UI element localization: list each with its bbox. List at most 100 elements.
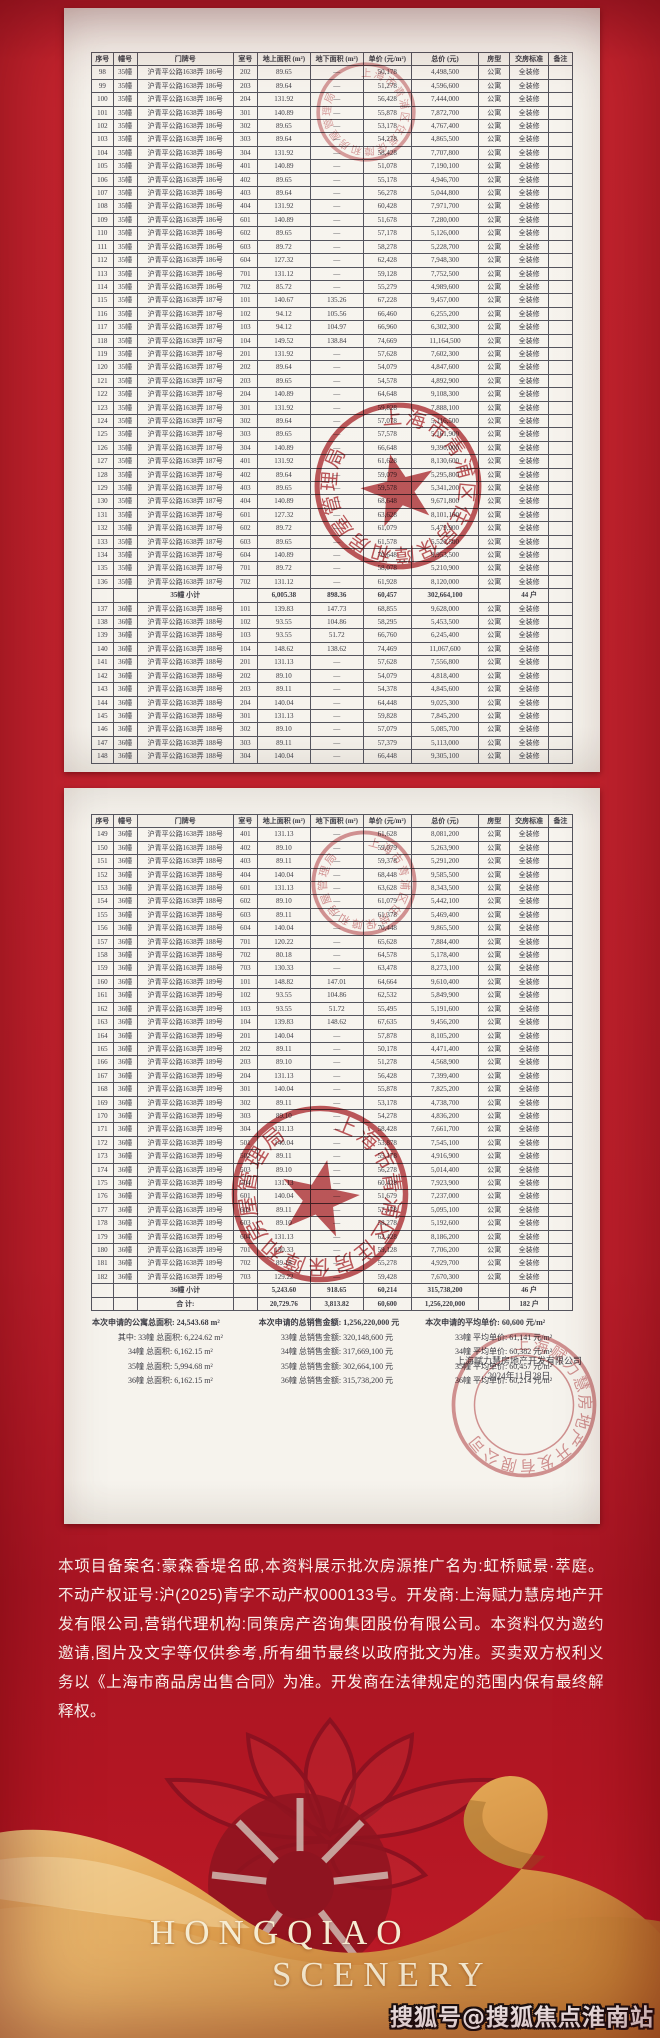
table-row: 142 36幢 沪青平公路1638弄 188号 202 89.10—54,079 4,81…: [91, 668, 574, 684]
table-cell: —: [309, 266, 364, 281]
table-cell: 140.04: [256, 695, 311, 710]
table-cell: 89.64: [256, 186, 311, 201]
table-cell: 8,101,100: [410, 507, 480, 523]
table-cell: —: [309, 239, 364, 255]
table-cell: [547, 894, 574, 909]
table-cell: 59,079: [362, 840, 412, 856]
table-cell: 35幢: [112, 239, 138, 255]
table-cell: 62,428: [362, 253, 412, 268]
column-header: 总价 (元): [410, 51, 480, 67]
table-cell: —: [309, 749, 364, 764]
table-cell: 9,671,800: [410, 494, 480, 509]
table-cell: —: [309, 400, 364, 415]
table-total-row: 36幢 小计 5,243.60 918.65 60,214 315,738,200 46 …: [91, 1283, 574, 1298]
table-row: 152 36幢 沪青平公路1638弄 188号 404 140.04—68,448 9,5…: [91, 867, 574, 883]
table-cell: [112, 1283, 138, 1298]
table-cell: 沪青平公路1638弄 186号: [136, 199, 234, 214]
table-cell: [547, 145, 574, 161]
table-cell: 64,448: [362, 695, 412, 710]
table-cell: 103: [232, 1001, 258, 1017]
table-cell: —: [309, 279, 364, 295]
table-cell: 61,928: [362, 574, 412, 590]
table-cell: 36幢: [112, 1202, 138, 1218]
table-cell: 5,178,400: [410, 948, 480, 963]
table-cell: 129.22: [256, 1269, 311, 1285]
table-cell: 全装修: [509, 306, 549, 322]
table-cell: —: [309, 894, 364, 909]
table-cell: —: [309, 212, 364, 228]
table-cell: [478, 588, 511, 603]
table-row: 148 36幢 沪青平公路1638弄 188号 304 140.04—66,448 9,3…: [91, 749, 574, 764]
table-cell: [547, 186, 574, 201]
table-cell: 沪青平公路1638弄 186号: [136, 132, 234, 147]
table-cell: 129: [91, 480, 114, 496]
table-cell: 公寓: [478, 1202, 511, 1218]
table-cell: 5,228,700: [410, 239, 480, 255]
table-cell: 131: [91, 507, 114, 523]
table-cell: 160: [91, 974, 114, 990]
table-cell: 117: [91, 320, 114, 335]
table-cell: 51,278: [362, 78, 412, 94]
table-row: 106 35幢 沪青平公路1638弄 186号 402 89.65—55,178 4,94…: [91, 172, 574, 188]
table-cell: 4,498,500: [410, 65, 480, 80]
table-cell: 7,190,100: [410, 159, 480, 174]
table-cell: 154: [91, 894, 114, 909]
table-cell: 5,469,400: [410, 907, 480, 923]
column-header: 备注: [547, 51, 574, 67]
table-cell: 109: [91, 212, 114, 228]
table-cell: 沪青平公路1638弄 187号: [136, 360, 234, 375]
table-cell: 35幢: [112, 212, 138, 228]
table-cell: [547, 226, 574, 241]
table-cell: 56,428: [362, 1068, 412, 1084]
table-cell: [547, 534, 574, 550]
table-cell: 沪青平公路1638弄 186号: [136, 78, 234, 94]
table-cell: 89.11: [256, 1202, 311, 1218]
table-cell: 35幢: [112, 373, 138, 389]
table-cell: 89.11: [256, 1095, 311, 1110]
table-cell: 沪青平公路1638弄 189号: [136, 988, 234, 1003]
table-cell: —: [309, 722, 364, 737]
table-cell: 140.04: [256, 921, 311, 936]
table-row: 155 36幢 沪青平公路1638弄 188号 603 89.11—61,378 5,46…: [91, 907, 574, 923]
table-cell: 36幢: [112, 1122, 138, 1137]
table-cell: 138: [91, 615, 114, 630]
table-cell: 55,178: [362, 1149, 412, 1164]
table-cell: 54,578: [362, 373, 412, 389]
table-cell: 302: [232, 119, 258, 134]
table-cell: 4,847,600: [410, 360, 480, 375]
table-cell: 沪青平公路1638弄 187号: [136, 440, 234, 456]
summary-line: 其中: 33幢 总面积: 6,224.62 m²: [117, 1332, 223, 1342]
table-cell: 103: [232, 320, 258, 335]
table-cell: 沪青平公路1638弄 186号: [136, 253, 234, 268]
table-cell: —: [309, 881, 364, 896]
table-cell: 全装修: [509, 682, 549, 697]
table-cell: 67,228: [362, 293, 412, 308]
table-cell: 全装修: [509, 1108, 549, 1124]
table-cell: 54,278: [362, 132, 412, 147]
column-header: 地下面积 (m²): [309, 51, 364, 67]
table-cell: 沪青平公路1638弄 186号: [136, 226, 234, 241]
table-cell: 全装修: [509, 534, 549, 550]
table-cell: 36幢: [112, 988, 138, 1003]
table-cell: 4,836,200: [410, 1108, 480, 1124]
table-cell: 164: [91, 1028, 114, 1043]
table-row: 180 36幢 沪青平公路1638弄 189号 701 130.33—59,128 7,7…: [91, 1242, 574, 1258]
table-cell: 54,079: [362, 360, 412, 375]
table-cell: 7,948,300: [410, 253, 480, 268]
table-cell: 89.11: [256, 735, 311, 751]
table-cell: 公寓: [478, 708, 511, 724]
table-cell: —: [309, 1189, 364, 1204]
table-cell: 公寓: [478, 333, 511, 348]
table-cell: [547, 1216, 574, 1231]
table-row: 182 36幢 沪青平公路1638弄 189号 703 129.22—59,428 7,6…: [91, 1269, 574, 1285]
table-cell: 303: [232, 1108, 258, 1124]
table-cell: 公寓: [478, 1108, 511, 1124]
table-cell: 35幢: [112, 534, 138, 550]
table-cell: 89.64: [256, 360, 311, 375]
table-cell: 7,556,800: [410, 655, 480, 670]
table-cell: —: [309, 387, 364, 402]
table-cell: 全装修: [509, 1122, 549, 1137]
table-cell: 3,813.82: [309, 1296, 364, 1312]
table-cell: 115: [91, 293, 114, 308]
table-cell: 130.33: [256, 1242, 311, 1258]
